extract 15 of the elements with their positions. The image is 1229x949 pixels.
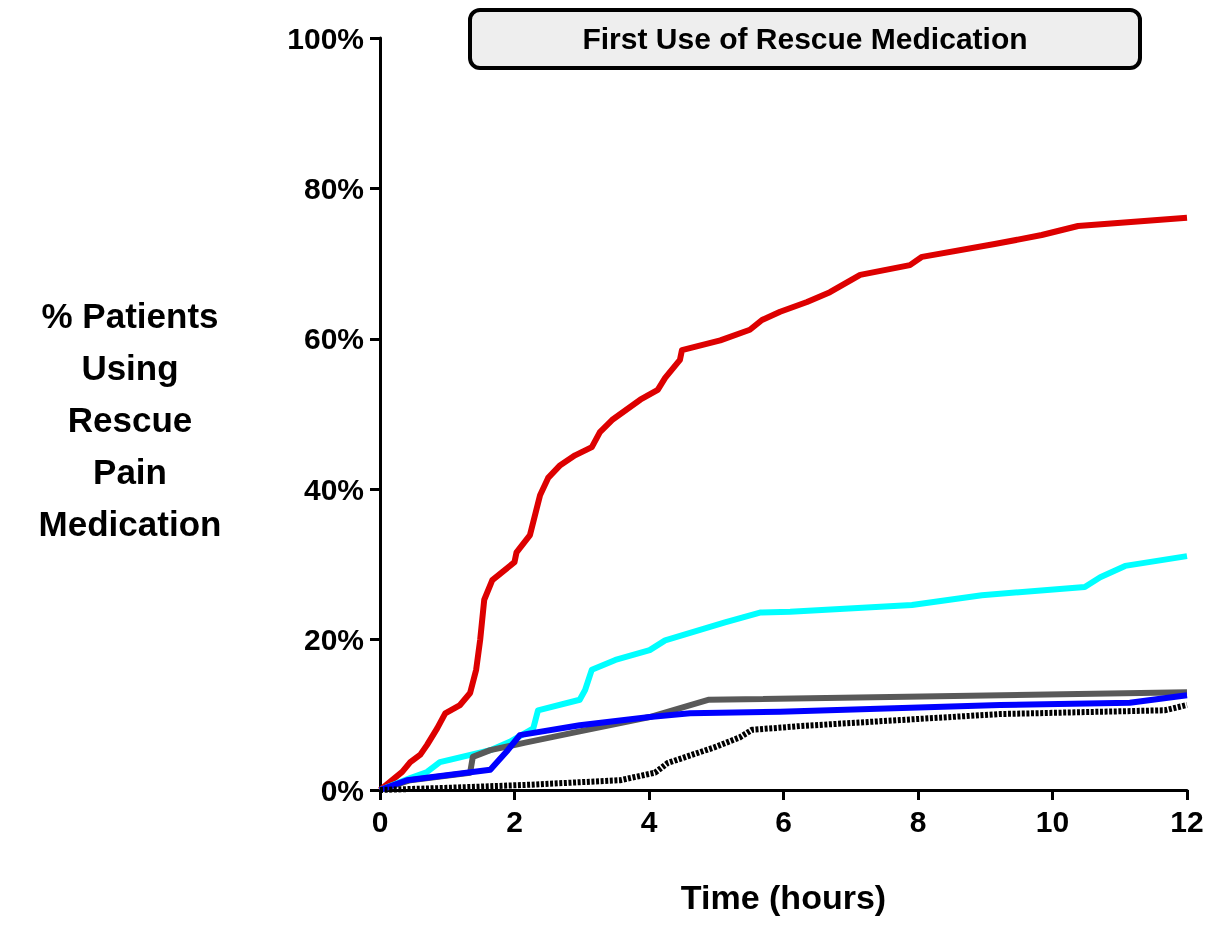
x-tick-label: 2 [506,804,523,838]
x-tick-label: 8 [909,804,927,838]
x-tick-label: 10 [1035,804,1070,838]
y-tick-label: 40% [303,472,364,506]
y-tick-label: 80% [303,171,364,205]
x-tick-label: 12 [1170,804,1204,838]
y-axis-title: % Patients Using Rescue Pain Medication [37,295,223,545]
y-tick-label: 0% [320,773,364,807]
y-tick-label: 20% [303,623,364,657]
x-tick-label: 6 [775,804,792,838]
x-tick-label: 0 [371,804,389,838]
x-tick-label: 4 [640,804,658,838]
y-tick-label: 100% [287,21,364,55]
x-axis-title: Time (hours) [680,878,887,916]
y-tick-label: 60% [303,322,364,356]
